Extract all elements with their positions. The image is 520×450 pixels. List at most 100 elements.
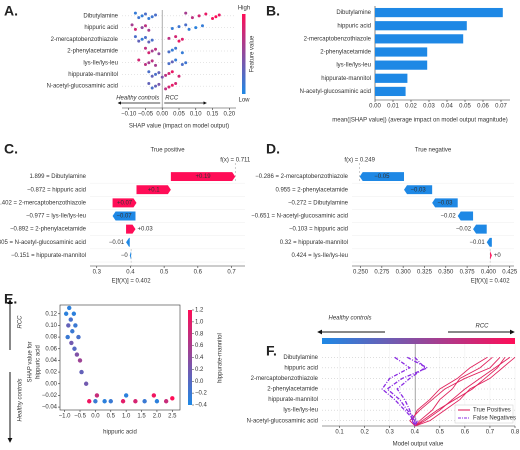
point bbox=[83, 381, 89, 386]
shap-point bbox=[137, 39, 141, 43]
y-tick-label: 0.12 bbox=[45, 311, 57, 317]
feature-label: −0.103 = hippuric acid bbox=[289, 227, 348, 233]
contribution-bar bbox=[112, 211, 136, 221]
point bbox=[74, 352, 80, 357]
shap-point bbox=[170, 60, 174, 64]
x-tick-label: 0.5 bbox=[107, 414, 116, 420]
shap-point bbox=[154, 72, 158, 76]
x-axis-label: mean(|SHAP value|) (average impact on mo… bbox=[332, 118, 507, 124]
feature-label: lys-Ile/lys-leu bbox=[283, 408, 318, 414]
x-tick-label: 0.425 bbox=[502, 270, 518, 276]
value-label: −0.03 bbox=[410, 187, 426, 193]
category-label: lys-Ile/lys-leu bbox=[336, 63, 371, 69]
shap-point bbox=[140, 37, 144, 41]
feature-label: Dibutylamine bbox=[283, 355, 318, 361]
shap-point bbox=[211, 17, 215, 21]
feature-label: lys-Ile/lys-leu bbox=[83, 60, 118, 66]
colorbar-tick-label: 0.0 bbox=[195, 379, 204, 385]
point bbox=[76, 334, 81, 340]
contribution-bar bbox=[170, 172, 236, 182]
x-tick-label: −0.10 bbox=[121, 112, 137, 118]
point bbox=[154, 399, 160, 404]
shap-point bbox=[184, 11, 188, 15]
feature-label: −0.272 = Dibutylamine bbox=[288, 200, 349, 206]
y-tick-label: 0.04 bbox=[45, 358, 57, 364]
x-tick-label: 0.05 bbox=[459, 104, 471, 110]
y-tick-label: −0.04 bbox=[42, 405, 58, 411]
shap-point bbox=[167, 85, 171, 89]
point bbox=[69, 340, 74, 346]
shap-point bbox=[133, 11, 137, 15]
shap-point bbox=[133, 35, 137, 39]
y-tick-label: 0.00 bbox=[45, 381, 57, 387]
x-tick-label: 0.325 bbox=[417, 270, 433, 276]
shap-point bbox=[200, 24, 204, 28]
shap-point bbox=[160, 75, 164, 79]
x-tick-label: −0.05 bbox=[138, 112, 154, 118]
category-label: hippuric acid bbox=[337, 23, 371, 29]
shap-point bbox=[143, 35, 147, 39]
x-tick-label: 0.0 bbox=[91, 414, 100, 420]
annotation: Healthy controls bbox=[18, 378, 24, 421]
shap-point bbox=[154, 84, 158, 88]
shap-point bbox=[150, 86, 154, 90]
panel-letter: F. bbox=[266, 343, 277, 359]
x-tick-label: 0.3 bbox=[93, 270, 102, 276]
point bbox=[68, 317, 73, 322]
x-tick-label: −0.5 bbox=[74, 414, 87, 420]
panel-letter: A. bbox=[4, 3, 18, 19]
shap-point bbox=[214, 15, 218, 19]
x-tick-label: 0.10 bbox=[190, 112, 202, 118]
feature-label: −0.286 = 2-mercaptobenzothiazole bbox=[255, 174, 348, 180]
feature-label: −0.977 = lys-Ile/lys-leu bbox=[26, 214, 86, 220]
decision-line bbox=[381, 356, 416, 422]
y-axis-label: SHAP value for bbox=[28, 342, 34, 383]
annotation: Healthy controls bbox=[116, 96, 159, 102]
colorbar-tick-label: 0.8 bbox=[195, 331, 204, 337]
shap-point bbox=[143, 24, 147, 28]
bar bbox=[375, 21, 467, 31]
contribution-bar bbox=[136, 185, 171, 195]
feature-label: Dibutylamine bbox=[83, 13, 118, 19]
shap-point bbox=[204, 12, 208, 16]
feature-label: −0.151 = hippurate-mannitol bbox=[11, 253, 86, 259]
value-label: +0 bbox=[494, 253, 502, 259]
value-label: −0.01 bbox=[470, 240, 486, 246]
shap-point bbox=[157, 82, 161, 86]
shap-point bbox=[147, 61, 151, 65]
shap-point bbox=[143, 12, 147, 16]
shap-point bbox=[190, 16, 194, 20]
shap-point bbox=[143, 46, 147, 50]
x-tick-label: 0.300 bbox=[396, 270, 412, 276]
colorbar-low: Low bbox=[238, 98, 250, 104]
value-label: +0.07 bbox=[117, 200, 133, 206]
panel-letter: C. bbox=[4, 141, 18, 157]
feature-label: −0.892 = 2-phenylacetamide bbox=[10, 227, 87, 233]
decision-line bbox=[422, 357, 506, 422]
x-tick-label: 0.4 bbox=[126, 270, 135, 276]
x-tick-label: 0.06 bbox=[477, 104, 489, 110]
decision-line bbox=[424, 356, 511, 422]
contribution-bar bbox=[112, 198, 137, 208]
shap-point bbox=[130, 23, 134, 27]
shap-point bbox=[177, 25, 181, 29]
colorbar-tick-label: 1.2 bbox=[195, 308, 204, 314]
legend-label: True Positives bbox=[473, 408, 511, 414]
annotation: Healthy controls bbox=[328, 316, 371, 322]
shap-point bbox=[154, 47, 158, 51]
point bbox=[94, 393, 100, 398]
value-label: −0.03 bbox=[437, 200, 453, 206]
decision-line bbox=[411, 356, 488, 421]
shap-point bbox=[174, 58, 178, 62]
x-tick-label: 0.00 bbox=[156, 112, 168, 118]
output-label: f(x) = 0.249 bbox=[344, 158, 375, 164]
annotation: RCC bbox=[18, 315, 24, 329]
colorbar-tick-label: 1.0 bbox=[195, 319, 204, 325]
shap-point bbox=[184, 23, 188, 27]
point bbox=[120, 399, 126, 404]
chart-title: True negative bbox=[415, 148, 452, 154]
shap-point bbox=[180, 51, 184, 55]
category-label: 2-phenylacetamide bbox=[320, 50, 371, 56]
point bbox=[67, 305, 72, 311]
